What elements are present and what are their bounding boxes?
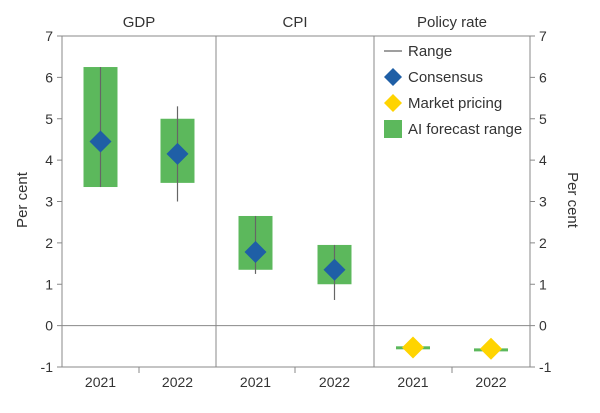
- market-pricing-marker: [402, 336, 424, 359]
- panel-title: GDP: [123, 14, 156, 31]
- legend-label: Consensus: [408, 69, 483, 86]
- x-tick-label: 2021: [397, 374, 428, 390]
- y-tick-label: 1: [45, 276, 53, 292]
- legend-label: Range: [408, 43, 452, 60]
- consensus-marker: [89, 130, 112, 153]
- y-tick-label: 2: [539, 235, 547, 251]
- y-tick-label: -1: [539, 359, 552, 375]
- y-tick-label: -1: [41, 359, 54, 375]
- y-tick-label: 5: [45, 111, 53, 127]
- panel-title: Policy rate: [417, 14, 487, 31]
- y-tick-label: 4: [45, 152, 53, 168]
- y-tick-label: 3: [45, 194, 53, 210]
- y-axis-left: -1 0 1 2 3 4 5 6 7: [41, 28, 62, 375]
- x-tick-label: 2022: [319, 374, 350, 390]
- y-axis-title-right: Per cent: [564, 172, 581, 229]
- x-tick-label: 2022: [475, 374, 506, 390]
- consensus-marker: [166, 142, 189, 165]
- x-tick-label: 2022: [162, 374, 193, 390]
- consensus-marker: [244, 240, 267, 263]
- market-pricing-marker: [480, 337, 502, 360]
- y-tick-label: 7: [45, 28, 53, 44]
- y-axis-right: -1 0 1 2 3 4 5 6 7: [530, 28, 552, 375]
- y-tick-label: 3: [539, 194, 547, 210]
- legend-label: Market pricing: [408, 95, 502, 112]
- legend-consensus-swatch: [384, 68, 402, 86]
- y-tick-label: 6: [45, 69, 53, 85]
- consensus-marker: [323, 258, 346, 281]
- y-tick-label: 2: [45, 235, 53, 251]
- y-tick-label: 5: [539, 111, 547, 127]
- x-tick-label: 2021: [85, 374, 116, 390]
- y-tick-label: 1: [539, 276, 547, 292]
- legend-market-swatch: [384, 94, 402, 112]
- y-tick-label: 6: [539, 69, 547, 85]
- y-tick-label: 0: [45, 318, 53, 334]
- panel-gdp: GDP 2021 2022: [83, 14, 195, 390]
- y-tick-label: 0: [539, 318, 547, 334]
- legend: Range Consensus Market pricing AI forecast …: [384, 43, 522, 138]
- y-tick-label: 4: [539, 152, 547, 168]
- chart-panels: GDP 2021 2022 CPI 2021 2022 Policy rate 2021 202…: [83, 14, 508, 390]
- panel-cpi: CPI 2021 2022: [238, 14, 352, 390]
- panel-title: CPI: [282, 14, 307, 31]
- x-tick-label: 2021: [240, 374, 271, 390]
- panel-policy-rate: Policy rate 2021 2022: [396, 14, 508, 390]
- y-axis-title-left: Per cent: [14, 171, 31, 228]
- y-tick-label: 7: [539, 28, 547, 44]
- legend-label: AI forecast range: [408, 121, 522, 138]
- legend-ai-swatch: [384, 120, 402, 138]
